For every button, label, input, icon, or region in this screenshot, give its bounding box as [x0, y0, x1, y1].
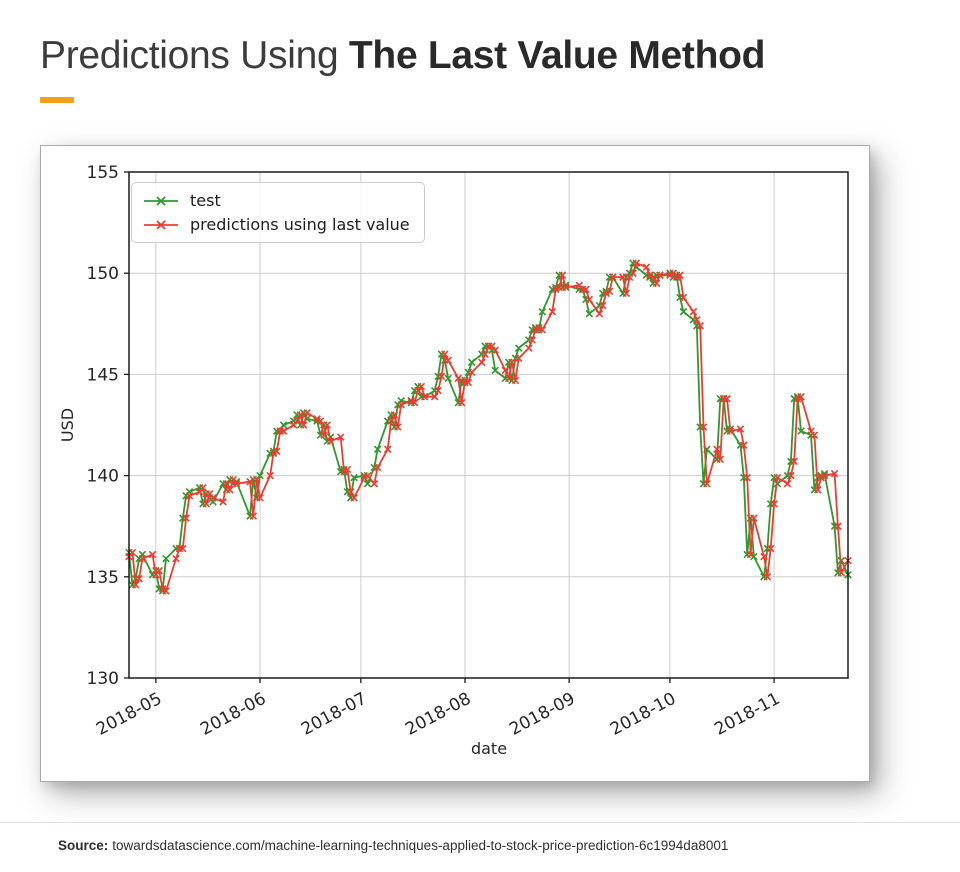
- y-tick-label: 130: [87, 669, 119, 689]
- y-tick-label: 155: [87, 163, 119, 183]
- chart-card: 130 135 140 145 150 155 2018-05 2018-06 2018-07 2…: [40, 145, 870, 782]
- source-line: Source: towardsdatascience.com/machine-le…: [58, 838, 728, 853]
- legend-item-test: test: [142, 191, 410, 210]
- x-tick-label: 2018-11: [711, 689, 783, 740]
- legend-label-predictions: predictions using last value: [190, 215, 410, 234]
- page-title-bold: The Last Value Method: [348, 34, 766, 77]
- y-tick-label: 150: [87, 264, 119, 284]
- series-predictions: [125, 259, 852, 595]
- legend-swatch-predictions-icon: [144, 219, 178, 230]
- legend-swatch-test-icon: [144, 195, 178, 206]
- x-axis-label: date: [471, 739, 507, 758]
- x-tick-label: 2018-10: [607, 689, 679, 740]
- axis-ticks: [124, 171, 775, 683]
- x-tick-label: 2018-07: [298, 689, 370, 740]
- page-title-light: Predictions Using: [40, 34, 349, 77]
- source-text: towardsdatascience.com/machine-learning-…: [112, 838, 729, 853]
- accent-dash: [40, 97, 74, 103]
- x-tick-label: 2018-05: [93, 689, 165, 740]
- x-tick-label: 2018-08: [402, 689, 474, 740]
- chart-legend: test predictions using last value: [131, 182, 425, 243]
- legend-item-predictions: predictions using last value: [142, 215, 410, 234]
- footer-divider: [0, 822, 960, 823]
- y-tick-label: 140: [87, 467, 119, 487]
- x-tick-label: 2018-06: [197, 689, 269, 740]
- gridlines: [129, 171, 848, 679]
- source-label: Source:: [58, 838, 109, 853]
- legend-label-test: test: [190, 191, 221, 210]
- plot-frame: [128, 171, 849, 679]
- axis-tick-labels: 130 135 140 145 150 155 2018-05 2018-06 2018-07 2…: [87, 163, 784, 740]
- page-title: Predictions Using The Last Value Method: [40, 34, 765, 78]
- y-tick-label: 135: [87, 568, 119, 588]
- y-axis-label: USD: [58, 408, 77, 442]
- y-tick-label: 145: [87, 365, 119, 385]
- chart: 130 135 140 145 150 155 2018-05 2018-06 2018-07 2…: [58, 163, 852, 758]
- x-tick-label: 2018-09: [506, 689, 578, 740]
